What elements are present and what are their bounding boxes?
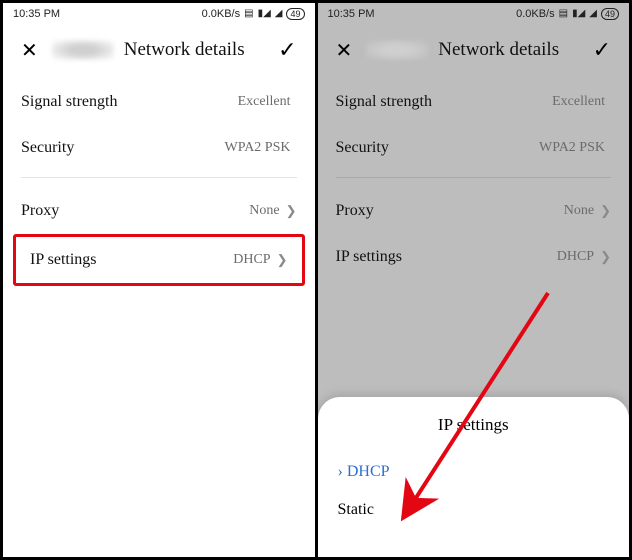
close-icon[interactable]: ✕ — [332, 36, 357, 65]
security-value: WPA2 PSK — [539, 140, 605, 156]
divider — [336, 177, 612, 178]
status-bar: 10:35 PM 0.0KB/s ▤ ▮◢ ◢ 49 — [3, 3, 315, 25]
signal-value: Excellent — [238, 94, 291, 110]
page-title: Network details — [438, 39, 559, 61]
security-value: WPA2 PSK — [224, 140, 290, 156]
signal-icon-2: ◢ — [275, 9, 283, 19]
ip-settings-sheet: IP settings DHCP Static — [318, 397, 630, 557]
status-time: 10:35 PM — [13, 8, 60, 20]
proxy-label: Proxy — [336, 202, 564, 220]
row-security: Security WPA2 PSK — [322, 125, 626, 171]
confirm-icon[interactable]: ✓ — [274, 35, 300, 65]
security-label: Security — [336, 139, 539, 157]
chevron-right-icon: ❯ — [286, 203, 297, 219]
ip-label: IP settings — [30, 251, 233, 269]
divider — [21, 177, 297, 178]
signal-label: Signal strength — [336, 93, 553, 111]
right-pane: 10:35 PM 0.0KB/s ▤ ▮◢ ◢ 49 ✕ Network det… — [315, 3, 630, 557]
ip-value: DHCP — [557, 249, 594, 265]
ip-label: IP settings — [336, 248, 557, 266]
confirm-icon[interactable]: ✓ — [589, 35, 615, 65]
row-proxy[interactable]: Proxy None ❯ — [7, 188, 311, 234]
signal-icon-2: ◢ — [589, 9, 597, 19]
sheet-option-static[interactable]: Static — [336, 491, 612, 529]
row-ip-settings[interactable]: IP settings DHCP ❯ — [322, 234, 626, 280]
battery-badge: 49 — [601, 8, 619, 20]
status-rate: 0.0KB/s — [202, 8, 241, 20]
chevron-right-icon: ❯ — [600, 249, 611, 265]
sim-icon: ▤ — [559, 9, 568, 19]
battery-badge: 49 — [286, 8, 304, 20]
left-pane: 10:35 PM 0.0KB/s ▤ ▮◢ ◢ 49 ✕ Network det… — [3, 3, 315, 557]
row-security: Security WPA2 PSK — [7, 125, 311, 171]
security-label: Security — [21, 139, 224, 157]
sheet-option-dhcp[interactable]: DHCP — [336, 453, 612, 491]
row-signal-strength: Signal strength Excellent — [322, 79, 626, 125]
chevron-right-icon: ❯ — [600, 203, 611, 219]
status-time: 10:35 PM — [328, 8, 375, 20]
proxy-value: None — [249, 203, 279, 219]
chevron-right-icon: ❯ — [277, 252, 288, 268]
sim-icon: ▤ — [244, 9, 253, 19]
status-bar: 10:35 PM 0.0KB/s ▤ ▮◢ ◢ 49 — [318, 3, 630, 25]
ip-value: DHCP — [233, 252, 270, 268]
row-signal-strength: Signal strength Excellent — [7, 79, 311, 125]
page-title: Network details — [124, 39, 245, 61]
header: ✕ Network details ✓ — [318, 25, 630, 79]
signal-value: Excellent — [552, 94, 605, 110]
signal-label: Signal strength — [21, 93, 238, 111]
row-proxy[interactable]: Proxy None ❯ — [322, 188, 626, 234]
proxy-label: Proxy — [21, 202, 249, 220]
sheet-title: IP settings — [336, 415, 612, 435]
row-ip-settings[interactable]: IP settings DHCP ❯ — [13, 234, 305, 286]
ssid-blur — [52, 40, 114, 60]
ssid-blur — [366, 40, 428, 60]
header: ✕ Network details ✓ — [3, 25, 315, 79]
status-rate: 0.0KB/s — [516, 8, 555, 20]
close-icon[interactable]: ✕ — [17, 36, 42, 65]
proxy-value: None — [564, 203, 594, 219]
signal-icon: ▮◢ — [258, 9, 271, 19]
signal-icon: ▮◢ — [572, 9, 585, 19]
